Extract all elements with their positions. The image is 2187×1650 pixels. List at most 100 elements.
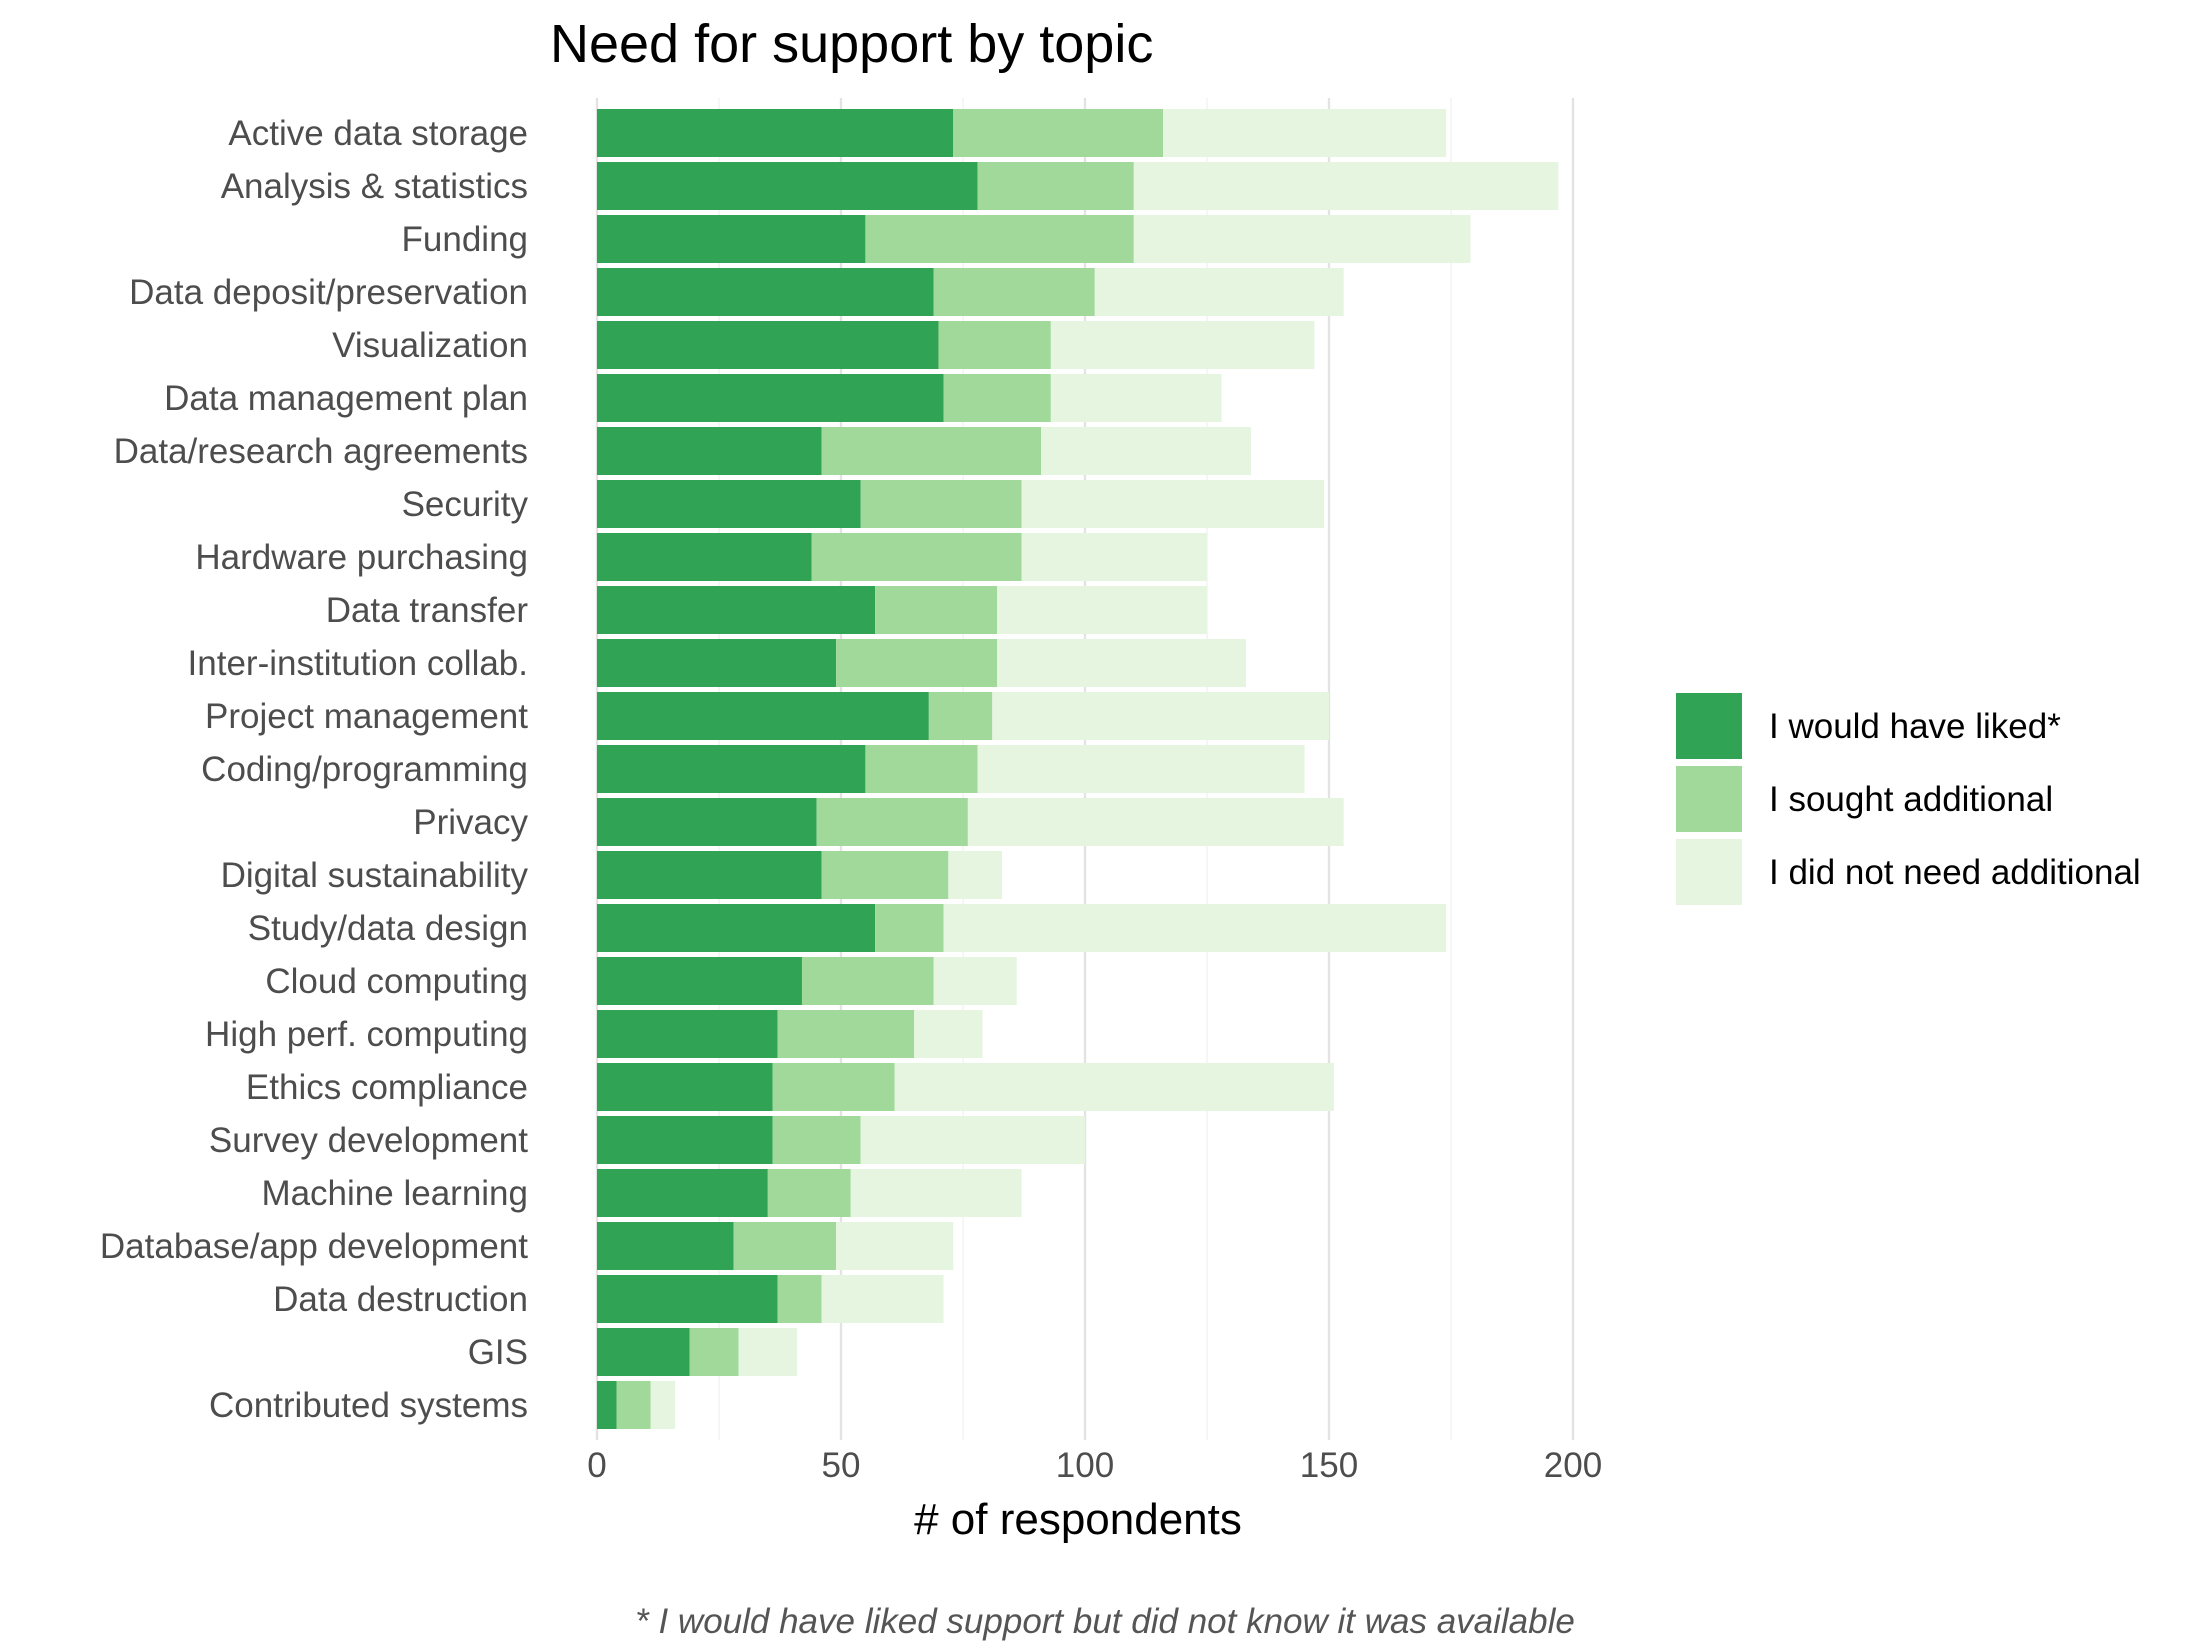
bar-analysis-statistics-i-did-not-need-additional bbox=[1133, 162, 1559, 210]
bar-funding-i-did-not-need-additional bbox=[1133, 215, 1471, 263]
bar-study-data-design-i-sought-additional bbox=[875, 904, 944, 952]
category-label-project-management: Project management bbox=[205, 697, 528, 736]
bar-machine-learning-i-did-not-need-additional bbox=[850, 1169, 1022, 1217]
bar-machine-learning-i-sought-additional bbox=[767, 1169, 851, 1217]
category-label-funding: Funding bbox=[402, 220, 528, 259]
bar-analysis-statistics-i-would-have-liked bbox=[597, 162, 978, 210]
bar-cloud-computing-i-sought-additional bbox=[801, 957, 934, 1005]
bar-privacy-i-would-have-liked bbox=[597, 798, 817, 846]
x-tick-label-0: 0 bbox=[587, 1446, 606, 1485]
bar-data-deposit-preservation-i-did-not-need-additional bbox=[1094, 268, 1344, 316]
category-label-coding-programming: Coding/programming bbox=[201, 750, 528, 789]
x-tick-label-150: 150 bbox=[1300, 1446, 1358, 1485]
category-label-gis: GIS bbox=[468, 1333, 528, 1372]
bar-data-transfer-i-did-not-need-additional bbox=[997, 586, 1207, 634]
x-tick-label-100: 100 bbox=[1056, 1446, 1114, 1485]
category-label-hardware-purchasing: Hardware purchasing bbox=[195, 538, 528, 577]
bar-active-data-storage-i-did-not-need-additional bbox=[1163, 109, 1447, 157]
category-label-data-research-agreements: Data/research agreements bbox=[114, 432, 528, 471]
bar-digital-sustainability-i-did-not-need-additional bbox=[948, 851, 1003, 899]
bar-gis-i-sought-additional bbox=[689, 1328, 739, 1376]
category-label-digital-sustainability: Digital sustainability bbox=[221, 856, 529, 895]
bar-hardware-purchasing-i-sought-additional bbox=[811, 533, 1022, 581]
x-tick-label-200: 200 bbox=[1544, 1446, 1602, 1485]
bar-data-management-plan-i-did-not-need-additional bbox=[1050, 374, 1222, 422]
bar-hardware-purchasing-i-would-have-liked bbox=[597, 533, 812, 581]
bar-project-management-i-would-have-liked bbox=[597, 692, 929, 740]
legend-label-i-sought-additional: I sought additional bbox=[1769, 780, 2053, 819]
bar-data-destruction-i-did-not-need-additional bbox=[821, 1275, 944, 1323]
bar-cloud-computing-i-would-have-liked bbox=[597, 957, 802, 1005]
bar-ethics-compliance-i-sought-additional bbox=[772, 1063, 895, 1111]
bar-contributed-systems-i-would-have-liked bbox=[597, 1381, 617, 1429]
bar-ethics-compliance-i-would-have-liked bbox=[597, 1063, 773, 1111]
bar-gis-i-would-have-liked bbox=[597, 1328, 690, 1376]
bar-contributed-systems-i-did-not-need-additional bbox=[650, 1381, 676, 1429]
chart-title: Need for support by topic bbox=[550, 14, 1153, 74]
bar-data-research-agreements-i-would-have-liked bbox=[597, 427, 822, 475]
category-label-data-deposit-preservation: Data deposit/preservation bbox=[129, 273, 528, 312]
bar-data-management-plan-i-would-have-liked bbox=[597, 374, 944, 422]
bar-database-app-development-i-did-not-need-additional bbox=[836, 1222, 954, 1270]
bar-data-transfer-i-would-have-liked bbox=[597, 586, 876, 634]
bar-data-destruction-i-would-have-liked bbox=[597, 1275, 778, 1323]
category-label-machine-learning: Machine learning bbox=[261, 1174, 528, 1213]
legend-key-i-sought-additional bbox=[1676, 766, 1742, 832]
category-label-security: Security bbox=[402, 485, 529, 524]
bar-visualization-i-sought-additional bbox=[938, 321, 1051, 369]
bar-machine-learning-i-would-have-liked bbox=[597, 1169, 768, 1217]
bar-high-perf-computing-i-sought-additional bbox=[777, 1010, 915, 1058]
bar-visualization-i-would-have-liked bbox=[597, 321, 939, 369]
bar-high-perf-computing-i-did-not-need-additional bbox=[914, 1010, 983, 1058]
bar-digital-sustainability-i-sought-additional bbox=[821, 851, 949, 899]
bar-security-i-sought-additional bbox=[860, 480, 1022, 528]
bar-hardware-purchasing-i-did-not-need-additional bbox=[1021, 533, 1207, 581]
bar-analysis-statistics-i-sought-additional bbox=[977, 162, 1134, 210]
category-label-visualization: Visualization bbox=[332, 326, 528, 365]
category-label-inter-institution-collab: Inter-institution collab. bbox=[188, 644, 528, 683]
bar-project-management-i-sought-additional bbox=[928, 692, 993, 740]
bar-study-data-design-i-would-have-liked bbox=[597, 904, 876, 952]
bar-data-deposit-preservation-i-would-have-liked bbox=[597, 268, 934, 316]
category-label-active-data-storage: Active data storage bbox=[228, 114, 528, 153]
bar-survey-development-i-did-not-need-additional bbox=[860, 1116, 1085, 1164]
bar-gis-i-did-not-need-additional bbox=[738, 1328, 798, 1376]
bar-ethics-compliance-i-did-not-need-additional bbox=[894, 1063, 1334, 1111]
bar-data-destruction-i-sought-additional bbox=[777, 1275, 822, 1323]
bar-inter-institution-collab-i-would-have-liked bbox=[597, 639, 837, 687]
bar-visualization-i-did-not-need-additional bbox=[1050, 321, 1315, 369]
category-label-ethics-compliance: Ethics compliance bbox=[246, 1068, 528, 1107]
bar-segments bbox=[597, 109, 1559, 1429]
category-label-cloud-computing: Cloud computing bbox=[265, 962, 528, 1001]
bar-funding-i-would-have-liked bbox=[597, 215, 866, 263]
category-label-data-destruction: Data destruction bbox=[273, 1280, 528, 1319]
bar-inter-institution-collab-i-did-not-need-additional bbox=[997, 639, 1247, 687]
category-label-contributed-systems: Contributed systems bbox=[209, 1386, 528, 1425]
bar-survey-development-i-sought-additional bbox=[772, 1116, 861, 1164]
legend: I would have liked* I sought additional I … bbox=[1676, 693, 2141, 905]
bar-funding-i-sought-additional bbox=[865, 215, 1134, 263]
category-label-database-app-development: Database/app development bbox=[100, 1227, 528, 1266]
bar-active-data-storage-i-would-have-liked bbox=[597, 109, 954, 157]
bar-study-data-design-i-did-not-need-additional bbox=[943, 904, 1447, 952]
category-label-data-transfer: Data transfer bbox=[326, 591, 529, 630]
bar-contributed-systems-i-sought-additional bbox=[616, 1381, 651, 1429]
chart-caption: * I would have liked support but did not… bbox=[635, 1602, 1575, 1641]
bar-database-app-development-i-sought-additional bbox=[733, 1222, 837, 1270]
bar-coding-programming-i-sought-additional bbox=[865, 745, 978, 793]
category-label-study-data-design: Study/data design bbox=[248, 909, 528, 948]
bar-privacy-i-sought-additional bbox=[816, 798, 968, 846]
bar-survey-development-i-would-have-liked bbox=[597, 1116, 773, 1164]
category-label-privacy: Privacy bbox=[413, 803, 528, 842]
category-label-high-perf-computing: High perf. computing bbox=[205, 1015, 528, 1054]
x-tick-label-50: 50 bbox=[822, 1446, 861, 1485]
bar-data-research-agreements-i-sought-additional bbox=[821, 427, 1042, 475]
x-tick-labels: 0 50 100 150 200 bbox=[587, 1446, 1602, 1485]
bar-privacy-i-did-not-need-additional bbox=[967, 798, 1344, 846]
bar-coding-programming-i-did-not-need-additional bbox=[977, 745, 1305, 793]
category-label-data-management-plan: Data management plan bbox=[164, 379, 528, 418]
bar-project-management-i-did-not-need-additional bbox=[992, 692, 1329, 740]
bar-active-data-storage-i-sought-additional bbox=[953, 109, 1164, 157]
legend-label-i-did-not-need-additional: I did not need additional bbox=[1769, 853, 2141, 892]
